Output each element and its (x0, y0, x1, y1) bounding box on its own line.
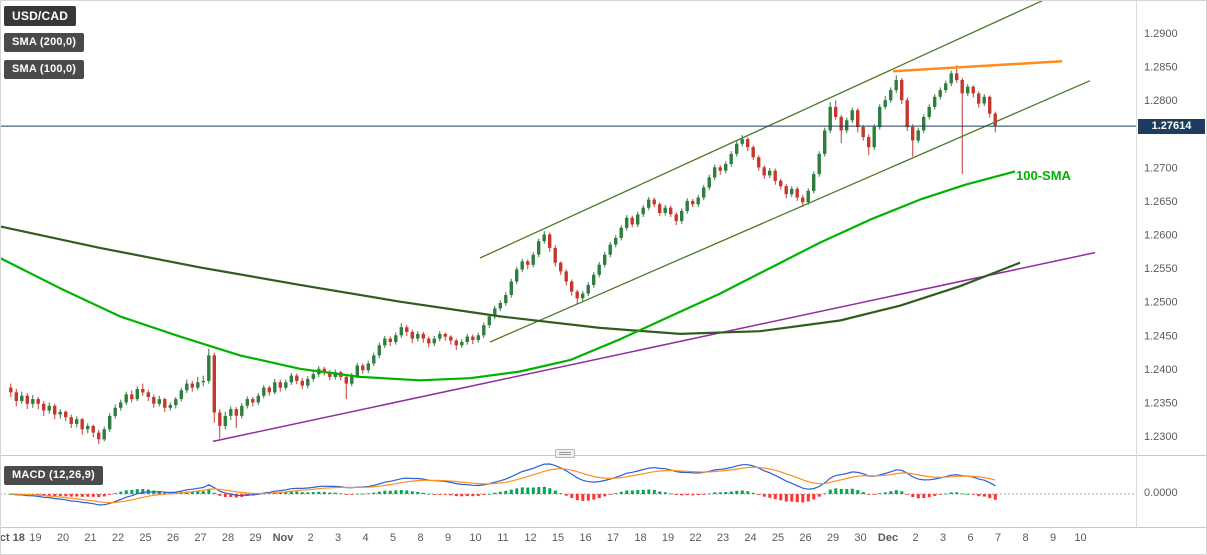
svg-text:1.2350: 1.2350 (1144, 397, 1178, 409)
svg-text:2: 2 (912, 532, 918, 544)
svg-text:20: 20 (57, 532, 69, 544)
macd-signal-line (10, 466, 996, 504)
macd-zero-label: 0.0000 (1144, 487, 1178, 499)
legend-sma200[interactable]: SMA (200,0) (4, 33, 85, 52)
svg-text:5: 5 (390, 532, 396, 544)
svg-text:22: 22 (689, 532, 701, 544)
svg-text:1.2850: 1.2850 (1144, 62, 1178, 74)
last-price-marker: 1.27614 (1138, 119, 1205, 134)
svg-text:1.2300: 1.2300 (1144, 431, 1178, 443)
svg-text:12: 12 (524, 532, 536, 544)
svg-text:8: 8 (417, 532, 423, 544)
svg-text:19: 19 (29, 532, 41, 544)
trendlines (212, 0, 1096, 443)
svg-text:29: 29 (249, 532, 261, 544)
svg-text:1.2550: 1.2550 (1144, 263, 1178, 275)
svg-text:25: 25 (772, 532, 784, 544)
sma-overlays (0, 125, 1136, 382)
svg-text:30: 30 (854, 532, 866, 544)
symbol-label: USD/CAD (4, 6, 77, 26)
channel-lower-line (489, 80, 1091, 343)
svg-text:18: 18 (634, 532, 646, 544)
svg-text:25: 25 (139, 532, 151, 544)
svg-text:1.2900: 1.2900 (1144, 28, 1178, 40)
svg-text:2: 2 (307, 532, 313, 544)
svg-text:29: 29 (827, 532, 839, 544)
svg-text:26: 26 (167, 532, 179, 544)
pane-resize-handle[interactable] (555, 449, 575, 458)
svg-text:10: 10 (469, 532, 481, 544)
svg-text:23: 23 (717, 532, 729, 544)
svg-text:6: 6 (967, 532, 973, 544)
svg-text:17: 17 (607, 532, 619, 544)
svg-text:16: 16 (579, 532, 591, 544)
legend-sma100[interactable]: SMA (100,0) (4, 60, 85, 79)
svg-text:9: 9 (1050, 532, 1056, 544)
svg-text:Oct 18: Oct 18 (0, 532, 25, 544)
svg-text:1.2700: 1.2700 (1144, 162, 1178, 174)
ascending-trendline (212, 251, 1096, 443)
svg-text:8: 8 (1022, 532, 1028, 544)
svg-text:26: 26 (799, 532, 811, 544)
svg-text:1.2500: 1.2500 (1144, 297, 1178, 309)
svg-text:10: 10 (1074, 532, 1086, 544)
svg-text:24: 24 (744, 532, 756, 544)
svg-text:1.2450: 1.2450 (1144, 330, 1178, 342)
macd-line (10, 463, 996, 506)
svg-text:1.2650: 1.2650 (1144, 196, 1178, 208)
svg-text:22: 22 (112, 532, 124, 544)
svg-text:3: 3 (940, 532, 946, 544)
svg-text:3: 3 (335, 532, 341, 544)
svg-text:1.2600: 1.2600 (1144, 230, 1178, 242)
svg-text:Nov: Nov (273, 532, 295, 544)
price-axis-labels[interactable]: 1.2900 1.2850 1.2800 1.2700 1.2650 1.2600 1.25… (1144, 28, 1178, 443)
svg-text:19: 19 (662, 532, 674, 544)
sma100-line (0, 170, 1016, 382)
svg-text:4: 4 (362, 532, 368, 544)
grip-icon (559, 452, 571, 455)
svg-text:9: 9 (445, 532, 451, 544)
legend-macd[interactable]: MACD (12,26,9) (4, 466, 103, 485)
resistance-line (892, 59, 1063, 73)
svg-text:28: 28 (222, 532, 234, 544)
time-axis-labels[interactable]: Oct 18192021222526272829Nov2345891011121… (0, 532, 1087, 544)
macd-pane (0, 463, 1136, 506)
svg-text:1.2400: 1.2400 (1144, 364, 1178, 376)
svg-text:27: 27 (194, 532, 206, 544)
sma100-annotation-label: 100-SMA (1016, 168, 1071, 183)
candlestick-series (9, 65, 997, 445)
channel-upper-line (479, 0, 1043, 259)
svg-text:11: 11 (497, 532, 508, 544)
svg-text:1.2800: 1.2800 (1144, 95, 1178, 107)
svg-text:7: 7 (995, 532, 1001, 544)
svg-text:Dec: Dec (878, 532, 898, 544)
svg-text:15: 15 (552, 532, 564, 544)
svg-text:21: 21 (84, 532, 96, 544)
sma200-line (0, 225, 1021, 335)
